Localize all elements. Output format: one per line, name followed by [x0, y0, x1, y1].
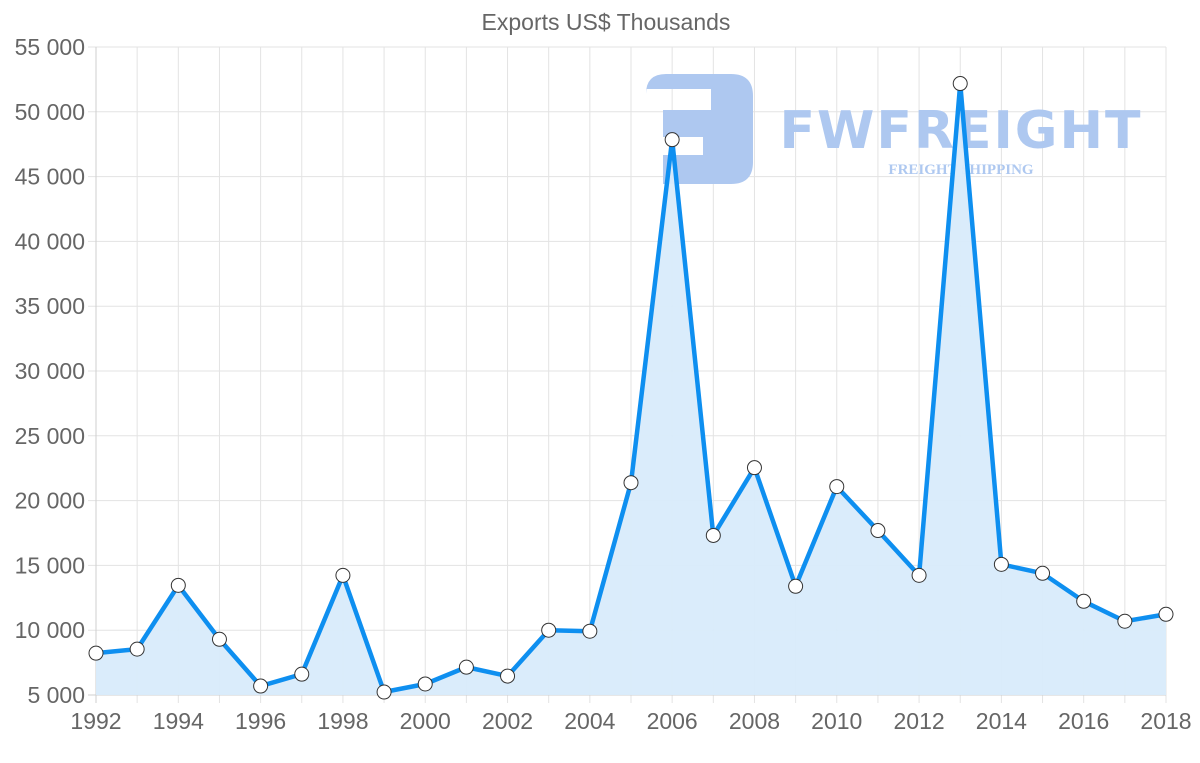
x-tick-label: 1998 [317, 708, 368, 734]
x-tick-label: 1996 [235, 708, 286, 734]
y-tick-label: 5 000 [27, 682, 85, 708]
y-tick-label: 10 000 [15, 617, 85, 643]
data-point[interactable]: 2005: 21380 [623, 475, 639, 491]
data-points: 1992: 8230 1993: 8540 1994: 13460 1995: 930… [88, 76, 1174, 700]
fwfreight-logo-icon [646, 74, 753, 184]
y-tick-label: 35 000 [15, 293, 85, 319]
y-axis: 5 000 10 000 15 000 20 000 25 000 30 000 35 00… [15, 34, 85, 708]
y-tick-label: 40 000 [15, 228, 85, 254]
data-point[interactable]: 2015: 14390 [1035, 565, 1051, 581]
data-point[interactable]: 2001: 7150 [458, 659, 474, 675]
data-point[interactable]: 1992: 8230 [88, 645, 104, 661]
fwfreight-watermark: FWFREIGHT FREIGHT SHIPPING [646, 74, 1140, 184]
y-tick-label: 25 000 [15, 423, 85, 449]
x-tick-label: 2004 [564, 708, 615, 734]
data-point[interactable]: 1995: 9300 [211, 631, 227, 647]
data-point[interactable]: 2007: 17310 [705, 527, 721, 543]
x-tick-label: 2014 [976, 708, 1027, 734]
data-point[interactable]: 2013: 52180 [952, 76, 968, 92]
data-point[interactable]: 1998: 14230 [335, 567, 351, 583]
x-tick-label: 2008 [729, 708, 780, 734]
x-axis: 1992 1994 1996 1998 2000 2002 2004 2006 2008 2010… [70, 708, 1191, 734]
data-point[interactable]: 1997: 6610 [294, 666, 310, 682]
x-tick-label: 2002 [482, 708, 533, 734]
y-tick-label: 15 000 [15, 552, 85, 578]
y-tick-label: 50 000 [15, 99, 85, 125]
y-tick-label: 20 000 [15, 488, 85, 514]
x-tick-label: 2018 [1140, 708, 1191, 734]
data-point[interactable]: 2014: 15080 [993, 556, 1009, 572]
data-point[interactable]: 1993: 8540 [129, 641, 145, 657]
x-tick-label: 1994 [153, 708, 204, 734]
x-tick-label: 2012 [893, 708, 944, 734]
chart-title: Exports US$ Thousands [482, 9, 731, 35]
y-tick-label: 30 000 [15, 358, 85, 384]
data-point[interactable]: 2016: 12230 [1076, 593, 1092, 609]
area-path [96, 83, 1166, 696]
x-tick-label: 2000 [400, 708, 451, 734]
data-point[interactable]: 2009: 13390 [788, 578, 804, 594]
data-point[interactable]: 2018: 11230 [1158, 606, 1174, 622]
data-point[interactable]: 2002: 6460 [500, 668, 516, 684]
x-tick-label: 2016 [1058, 708, 1109, 734]
data-point[interactable]: 1994: 13460 [170, 577, 186, 593]
data-point[interactable]: 2010: 21080 [829, 479, 845, 495]
data-point[interactable]: 1999: 5230 [376, 684, 392, 700]
data-point[interactable]: 2004: 9920 [582, 623, 598, 639]
data-point[interactable]: 2006: 47850 [664, 132, 680, 148]
data-point[interactable]: 2012: 14230 [911, 567, 927, 583]
x-tick-label: 2006 [647, 708, 698, 734]
series-area-fill [96, 83, 1166, 696]
data-point[interactable]: 2011: 17690 [870, 523, 886, 539]
x-tick-label: 2010 [811, 708, 862, 734]
y-tick-label: 55 000 [15, 34, 85, 60]
data-point[interactable]: 1996: 5690 [253, 678, 269, 694]
data-point[interactable]: 2008: 22540 [746, 460, 762, 476]
y-tick-label: 45 000 [15, 164, 85, 190]
x-tick-label: 1992 [70, 708, 121, 734]
data-point[interactable]: 2017: 10690 [1117, 613, 1133, 629]
data-point[interactable]: 2000: 5850 [417, 676, 433, 692]
